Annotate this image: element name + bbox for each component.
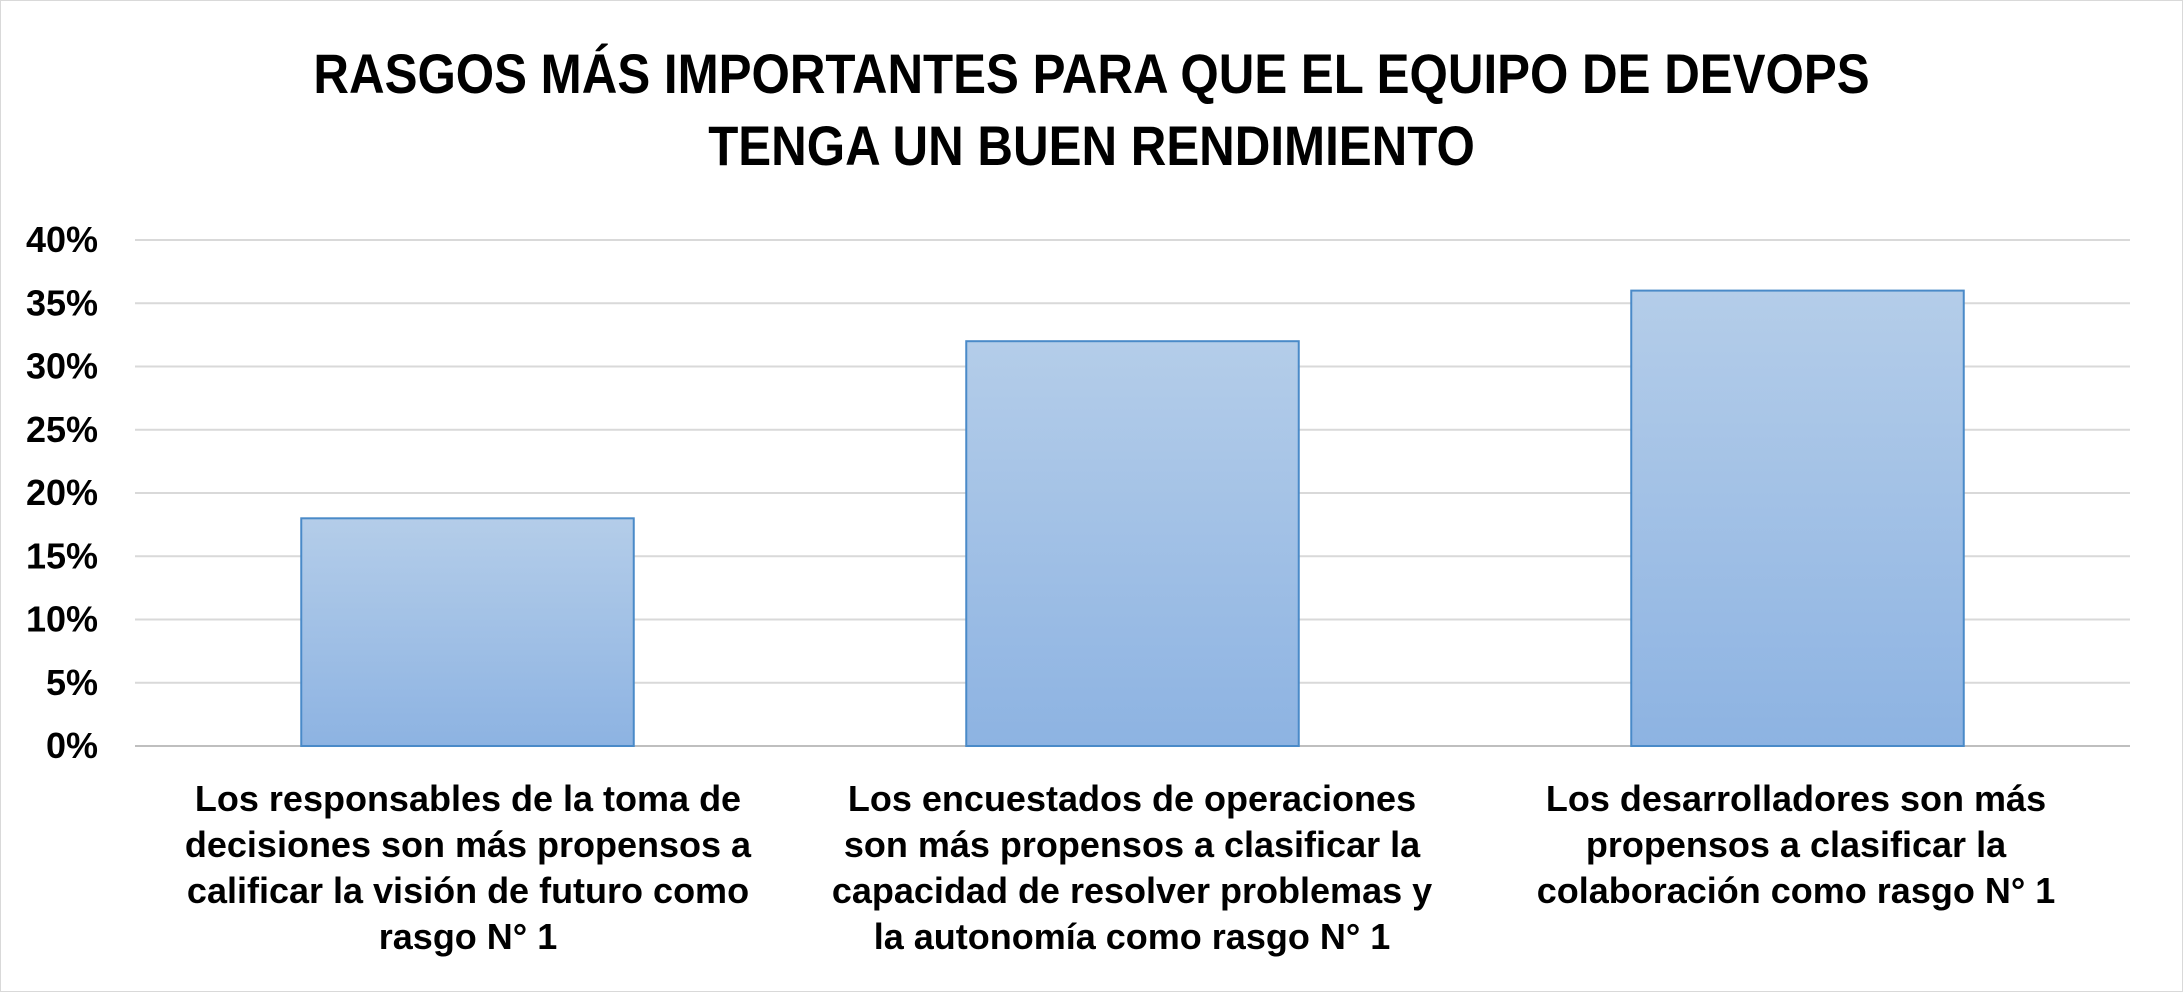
chart-title-line-1: RASGOS MÁS IMPORTANTES PARA QUE EL EQUIP… <box>313 42 1870 105</box>
y-tick-label: 30% <box>26 346 98 387</box>
x-tick-label-2: Los encuestados de operaciones son más p… <box>831 778 1433 957</box>
y-tick-label: 20% <box>26 472 98 513</box>
bar-3 <box>1630 289 1965 747</box>
chart-title-line-2: TENGA UN BUEN RENDIMIENTO <box>708 114 1475 177</box>
y-tick-label: 25% <box>26 409 98 450</box>
y-axis: 0% 5% 10% 15% 20% 25% 30% 35% 40% <box>26 219 98 766</box>
bar-2 <box>965 340 1300 747</box>
y-tick-label: 35% <box>26 282 98 323</box>
y-tick-label: 15% <box>26 535 98 576</box>
y-tick-label: 10% <box>26 599 98 640</box>
bar-1 <box>300 517 635 747</box>
y-tick-label: 5% <box>46 662 98 703</box>
y-tick-label: 0% <box>46 725 98 766</box>
bars <box>300 289 1965 747</box>
y-tick-label: 40% <box>26 219 98 260</box>
x-tick-label-3: Los desarrolladores son más propensos a … <box>1536 778 2056 911</box>
x-tick-label-1: Los responsables de la toma de decisione… <box>184 778 752 957</box>
chart-title: RASGOS MÁS IMPORTANTES PARA QUE EL EQUIP… <box>131 38 2052 182</box>
